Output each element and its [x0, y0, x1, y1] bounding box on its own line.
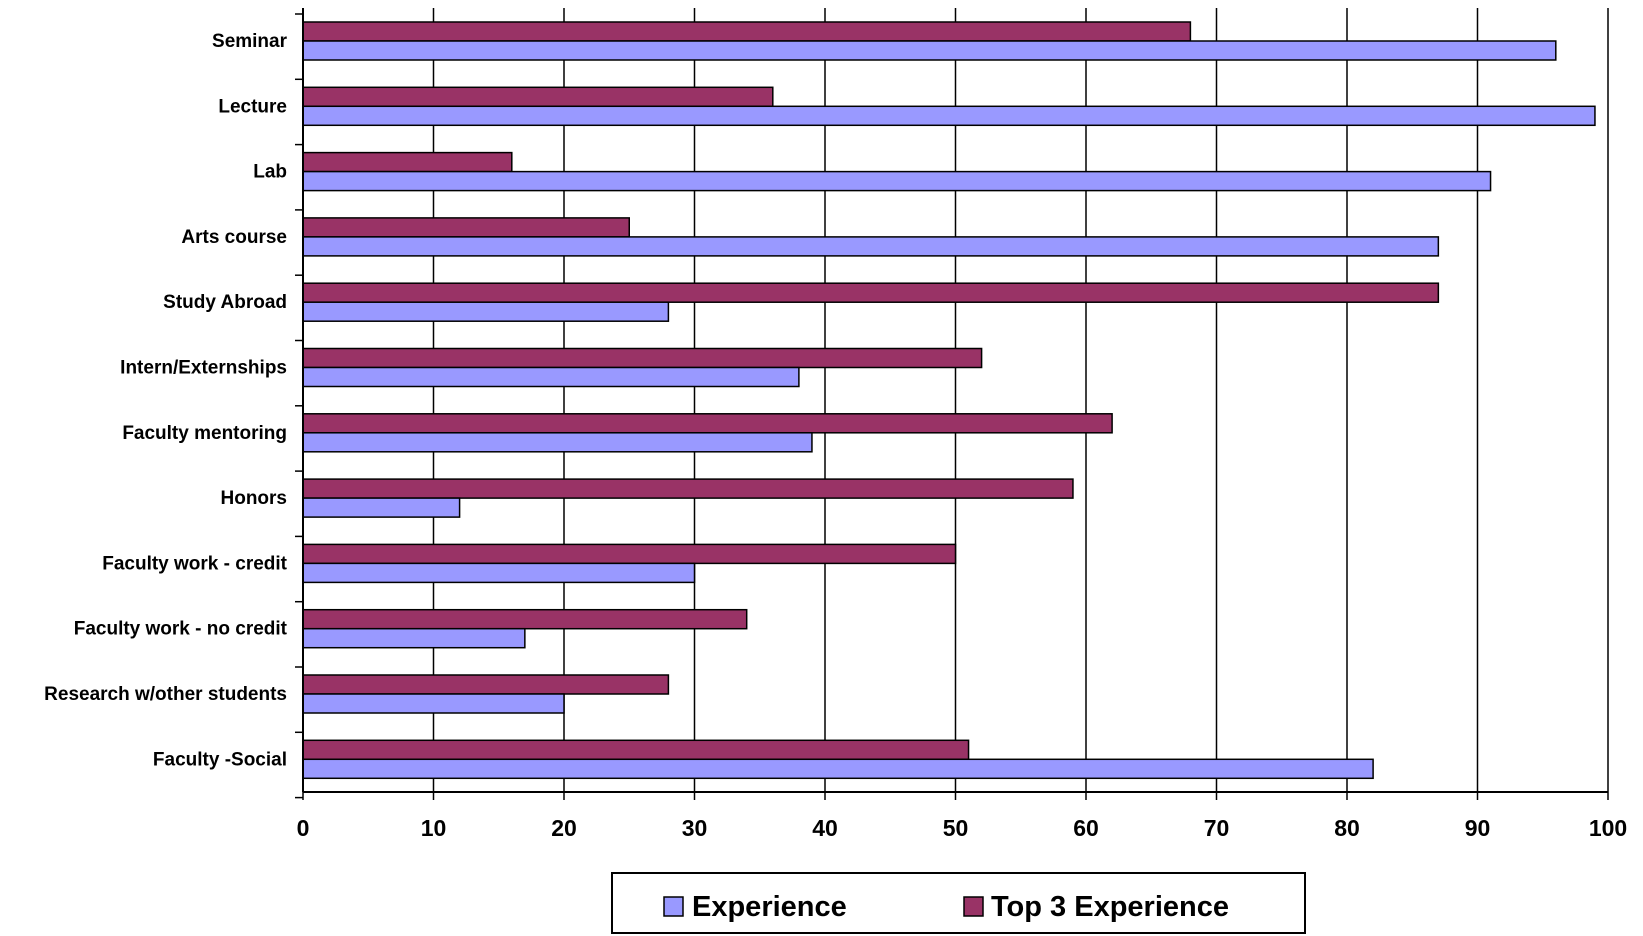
category-label: Lab [253, 162, 287, 183]
legend-label-top3-experience: Top 3 Experience [991, 891, 1229, 923]
bar-experience [302, 236, 1440, 257]
x-tick-label: 90 [1465, 815, 1491, 841]
category-label: Intern/Externships [120, 358, 287, 379]
legend-box [611, 872, 1306, 934]
bar-experience [302, 301, 670, 322]
x-tick-label: 60 [1073, 815, 1099, 841]
bars [302, 21, 1596, 780]
grid-lines [432, 8, 1609, 792]
legend-swatch-experience [663, 896, 684, 917]
category-label: Faculty -Social [153, 749, 287, 770]
x-tick-label: 100 [1589, 815, 1627, 841]
bar-top3-experience [302, 282, 1440, 303]
bar-top3-experience [302, 413, 1113, 434]
legend: Experience Top 3 Experience [611, 872, 1306, 934]
category-label: Research w/other students [44, 684, 287, 705]
category-label: Faculty work - credit [102, 553, 287, 574]
category-label: Faculty work - no credit [74, 619, 288, 640]
bar-top3-experience [302, 21, 1192, 42]
bar-experience [302, 40, 1557, 61]
x-tick-label: 30 [682, 815, 708, 841]
bar-experience [302, 758, 1374, 780]
bar-experience [302, 170, 1492, 192]
category-label: Honors [221, 488, 288, 509]
x-tick-label: 50 [943, 815, 969, 841]
bar-top3-experience [302, 347, 983, 369]
category-label: Study Abroad [163, 292, 287, 313]
bar-experience [302, 693, 565, 714]
x-tick-label: 40 [812, 815, 838, 841]
bar-top3-experience [302, 86, 774, 108]
bar-top3-experience [302, 674, 670, 695]
x-tick-label: 20 [551, 815, 577, 841]
legend-label-experience: Experience [692, 891, 847, 923]
bar-experience [302, 497, 461, 518]
x-tick-label: 0 [297, 815, 310, 841]
bar-top3-experience [302, 217, 630, 238]
bar-top3-experience [302, 543, 957, 565]
bar-top3-experience [302, 151, 513, 173]
legend-swatch-top3-experience [963, 896, 984, 917]
bar-experience [302, 432, 813, 453]
x-tick-label: 70 [1204, 815, 1230, 841]
bar-top3-experience [302, 478, 1074, 499]
category-label: Arts course [181, 227, 287, 248]
category-label: Lecture [218, 96, 287, 117]
bar-experience [302, 105, 1596, 127]
x-tick-label: 10 [421, 815, 447, 841]
bar-top3-experience [302, 739, 970, 761]
bar-experience [302, 366, 800, 388]
bar-experience [302, 562, 696, 584]
category-label: Faculty mentoring [122, 423, 287, 444]
x-tick-labels: 0 10 20 30 40 50 60 70 80 90 100 [297, 815, 1628, 841]
category-labels: Seminar Lecture Lab Arts course Study Abroad… [44, 31, 288, 770]
bar-experience [302, 627, 526, 649]
x-tick-label: 80 [1334, 815, 1360, 841]
axes [295, 8, 1609, 800]
category-label: Seminar [212, 31, 288, 52]
bar-top3-experience [302, 608, 748, 630]
